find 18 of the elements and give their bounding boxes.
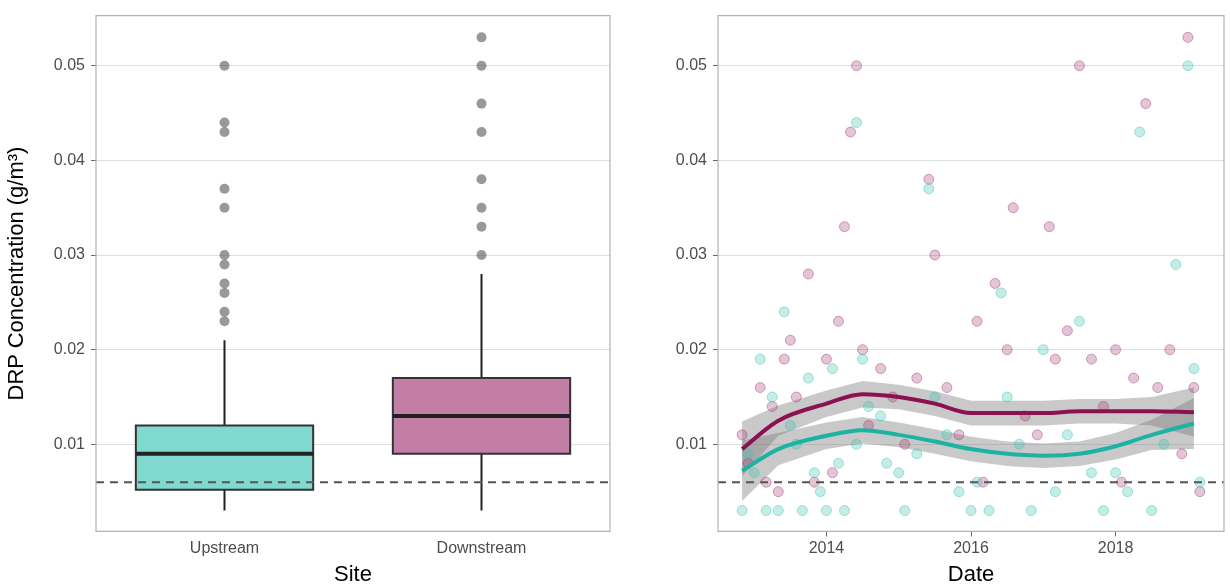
y-tick-label: 0.02 bbox=[675, 340, 708, 358]
y-axis-title: DRP Concentration (g/m³) bbox=[3, 146, 29, 401]
y-tick-label: 0.03 bbox=[675, 245, 708, 263]
x-tick-label: 2018 bbox=[1097, 539, 1134, 557]
x-axis-title: Date bbox=[947, 560, 995, 586]
x-tick-label: 2014 bbox=[808, 539, 845, 557]
x-tick-label: Upstream bbox=[189, 539, 260, 557]
y-tick-label: 0.03 bbox=[53, 245, 86, 263]
x-tick-label: 2016 bbox=[953, 539, 989, 557]
x-axis-title: Site bbox=[334, 560, 372, 586]
y-tick-label: 0.05 bbox=[675, 56, 708, 74]
y-tick-label: 0.01 bbox=[53, 434, 86, 452]
y-tick-label: 0.04 bbox=[53, 150, 86, 168]
y-tick-label: 0.02 bbox=[53, 340, 86, 358]
y-tick-label: 0.01 bbox=[675, 434, 708, 452]
y-tick-label: 0.05 bbox=[53, 56, 86, 74]
x-tick-label: Downstream bbox=[436, 539, 527, 557]
y-tick-label: 0.04 bbox=[675, 150, 708, 168]
